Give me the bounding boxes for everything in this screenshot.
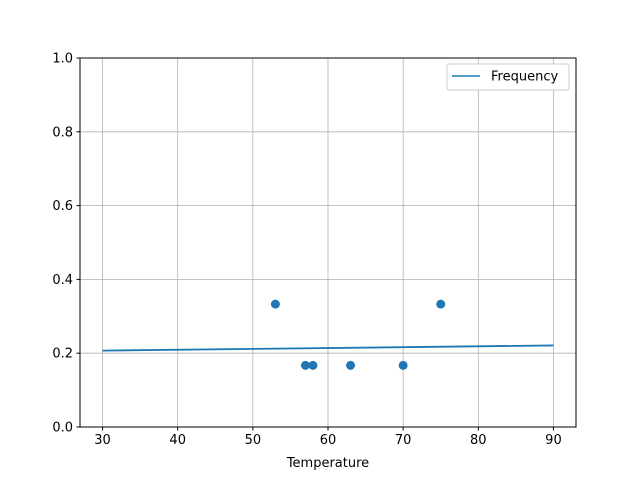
y-tick-label: 0.0 (52, 421, 73, 436)
y-tick-label: 0.2 (52, 347, 73, 362)
x-tick-label: 40 (169, 433, 186, 448)
ticks: 30 40 50 60 70 80 90 0.0 0.2 0.4 0.6 0.8 1.0 (52, 52, 561, 449)
x-tick-label: 70 (395, 433, 412, 448)
x-tick-label: 50 (245, 433, 262, 448)
scatter-point (398, 360, 408, 370)
y-tick-label: 0.4 (52, 273, 73, 288)
x-tick-label: 30 (94, 433, 111, 448)
y-tick-label: 0.8 (52, 125, 73, 140)
y-tick-label: 1.0 (52, 52, 73, 67)
scatter-point (436, 299, 446, 309)
legend-box (446, 63, 570, 91)
scatter-point (308, 360, 318, 370)
x-tick-label: 60 (320, 433, 337, 448)
marks (102, 299, 554, 370)
scatter-point (270, 299, 280, 309)
scatter-point (300, 360, 310, 370)
legend-label-frequency: Frequency (491, 70, 558, 85)
grid (80, 57, 576, 428)
series-line-frequency (102, 344, 554, 352)
y-tick-label: 0.6 (52, 199, 73, 214)
legend: Frequency (446, 63, 570, 91)
x-tick-label: 90 (545, 433, 562, 448)
x-tick-label: 80 (470, 433, 487, 448)
x-axis-label: Temperature (286, 456, 369, 471)
scatter-point (346, 360, 356, 370)
